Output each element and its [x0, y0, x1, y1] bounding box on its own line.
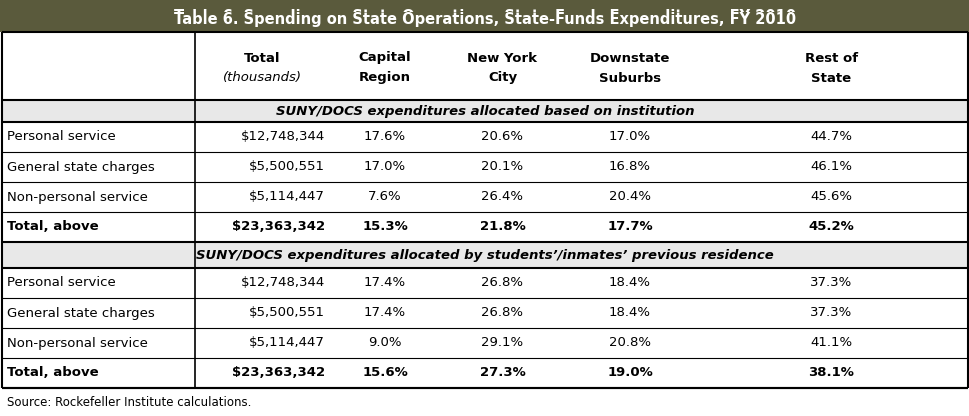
Text: City: City	[487, 72, 516, 84]
Text: 38.1%: 38.1%	[808, 366, 854, 379]
Text: SUNY/DOCS expenditures allocated by students’/inmates’ previous residence: SUNY/DOCS expenditures allocated by stud…	[196, 248, 773, 262]
Text: Capital: Capital	[359, 52, 411, 64]
Text: 21.8%: 21.8%	[479, 220, 525, 233]
Text: State: State	[811, 72, 851, 84]
Text: 44.7%: 44.7%	[810, 131, 852, 144]
Text: Personal service: Personal service	[7, 131, 115, 144]
Text: 41.1%: 41.1%	[810, 337, 852, 349]
Text: $23,363,342: $23,363,342	[232, 220, 325, 233]
Text: Table 6. Spending on State Operations, State-Funds Expenditures, FY 2010: Table 6. Spending on State Operations, S…	[173, 8, 796, 23]
Text: 17.4%: 17.4%	[363, 307, 406, 319]
Text: 17.6%: 17.6%	[363, 131, 406, 144]
Text: $5,114,447: $5,114,447	[249, 191, 325, 203]
Text: 45.6%: 45.6%	[810, 191, 852, 203]
Text: 46.1%: 46.1%	[810, 161, 852, 173]
Text: New York: New York	[467, 52, 537, 64]
Text: Region: Region	[359, 72, 411, 84]
Text: 17.0%: 17.0%	[609, 131, 650, 144]
Text: Downstate: Downstate	[589, 52, 670, 64]
Text: Total: Total	[244, 52, 280, 64]
Text: 26.8%: 26.8%	[481, 277, 523, 290]
Text: $5,114,447: $5,114,447	[249, 337, 325, 349]
Text: Personal service: Personal service	[7, 277, 115, 290]
Text: $12,748,344: $12,748,344	[240, 131, 325, 144]
Text: $23,363,342: $23,363,342	[232, 366, 325, 379]
Text: 29.1%: 29.1%	[481, 337, 523, 349]
Text: $5,500,551: $5,500,551	[249, 161, 325, 173]
Text: 18.4%: 18.4%	[609, 277, 650, 290]
Bar	[2, 100, 967, 122]
Text: 15.6%: 15.6%	[361, 366, 407, 379]
Text: 15.3%: 15.3%	[361, 220, 407, 233]
Text: 45.2%: 45.2%	[808, 220, 854, 233]
Text: Table 6. Spending on State Operations, State-Funds Expenditures, FY 2010: Table 6. Spending on State Operations, S…	[173, 12, 796, 27]
Text: 20.4%: 20.4%	[609, 191, 650, 203]
Text: 37.3%: 37.3%	[809, 307, 852, 319]
Text: 37.3%: 37.3%	[809, 277, 852, 290]
Text: Source: Rockefeller Institute calculations.: Source: Rockefeller Institute calculatio…	[7, 396, 251, 409]
Text: 20.8%: 20.8%	[609, 337, 650, 349]
Text: 20.1%: 20.1%	[481, 161, 523, 173]
Text: Total, above: Total, above	[7, 366, 99, 379]
Text: SUNY/DOCS expenditures allocated based on institution: SUNY/DOCS expenditures allocated based o…	[275, 104, 694, 117]
Text: (thousands): (thousands)	[223, 72, 301, 84]
Text: 17.4%: 17.4%	[363, 277, 406, 290]
Text: 16.8%: 16.8%	[609, 161, 650, 173]
Text: General state charges: General state charges	[7, 307, 155, 319]
Text: $5,500,551: $5,500,551	[249, 307, 325, 319]
Text: 7.6%: 7.6%	[368, 191, 401, 203]
Text: $12,748,344: $12,748,344	[240, 277, 325, 290]
Text: 18.4%: 18.4%	[609, 307, 650, 319]
Text: 19.0%: 19.0%	[607, 366, 652, 379]
Bar	[0, 0, 969, 32]
Text: Suburbs: Suburbs	[598, 72, 661, 84]
Text: 26.4%: 26.4%	[481, 191, 523, 203]
Text: General state charges: General state charges	[7, 161, 155, 173]
Text: 20.6%: 20.6%	[481, 131, 523, 144]
Text: Total, above: Total, above	[7, 220, 99, 233]
Text: Non-personal service: Non-personal service	[7, 191, 147, 203]
Bar	[2, 32, 967, 100]
Text: 17.7%: 17.7%	[607, 220, 652, 233]
Bar	[2, 242, 967, 268]
Text: Non-personal service: Non-personal service	[7, 337, 147, 349]
Text: Rest of: Rest of	[804, 52, 858, 64]
Text: 27.3%: 27.3%	[479, 366, 525, 379]
Text: 9.0%: 9.0%	[368, 337, 401, 349]
Text: 26.8%: 26.8%	[481, 307, 523, 319]
Text: 17.0%: 17.0%	[363, 161, 406, 173]
